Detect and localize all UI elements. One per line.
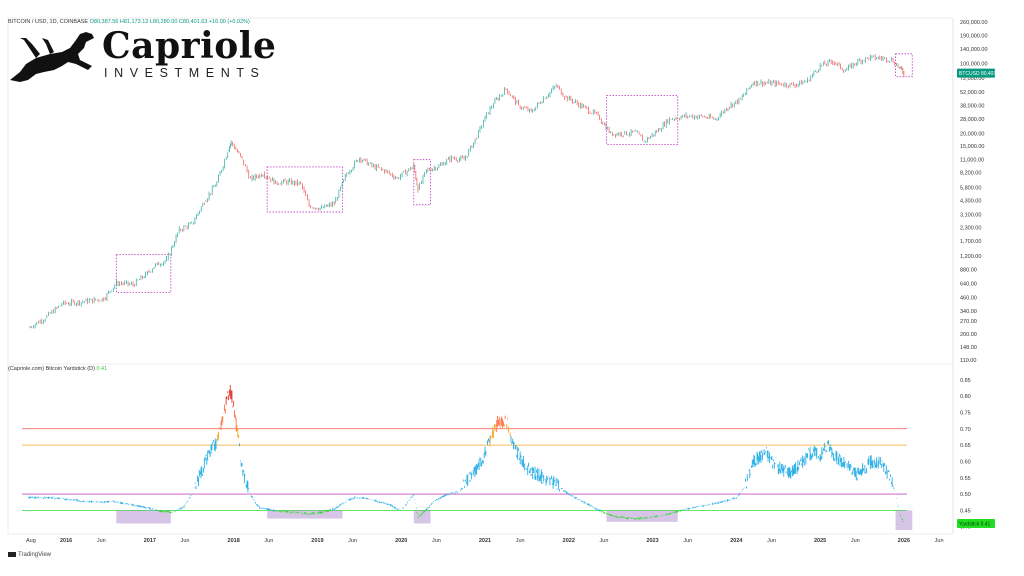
x-tick-label: Jun [97,538,106,544]
x-tick-label: 2022 [563,538,575,544]
x-tick-label: Jun [181,538,190,544]
x-tick-label: 2019 [311,538,323,544]
indicator-tick-label: 0.50 [960,492,971,498]
indicator-highlight-box [606,510,678,522]
price-tick-label: 5,800.00 [960,185,981,191]
price-candles [29,54,905,329]
horse-logo-icon [6,28,98,89]
price-tick-label: 38,000.00 [960,104,984,110]
x-tick-label: 2020 [395,538,407,544]
symbol-header: BITCOIN / USD, 1D, COINBASE O80,387.56 H… [8,19,250,25]
x-tick-label: Jun [264,538,273,544]
x-tick-label: 2025 [814,538,826,544]
x-tick-label: 2016 [60,538,72,544]
price-highlight-box [413,159,431,206]
price-tick-label: 460.00 [960,296,977,302]
price-tick-label: 72,000.00 [960,76,984,82]
indicator-highlight-box [895,510,913,530]
price-highlight-box [895,53,913,78]
indicator-tick-label: 0.45 [960,508,971,514]
x-tick-label: 2023 [646,538,658,544]
x-tick-label: 2021 [479,538,491,544]
indicator-tick-label: 0.75 [960,410,971,416]
yardstick-value-label: Yardstick 0.41 [959,521,991,527]
price-tick-label: 200.00 [960,332,977,338]
x-tick-label: Jun [683,538,692,544]
indicator-tick-label: 0.55 [960,476,971,482]
price-tick-label: 340.00 [960,309,977,315]
x-tick-label: Jun [600,538,609,544]
price-tick-label: 52,000.00 [960,90,984,96]
x-tick-label: 2026 [898,538,910,544]
symbol-label: BITCOIN / USD, 1D, COINBASE [8,19,89,25]
x-tick-label: Jun [767,538,776,544]
indicator-tick-label: 0.70 [960,427,971,433]
x-tick-label: Jun [851,538,860,544]
x-tick-label: 2017 [144,538,156,544]
price-highlight-box [115,254,172,293]
price-tick-label: 260,000.00 [960,20,988,26]
price-tick-label: 15,000.00 [960,144,984,150]
indicator-highlight-box [267,510,343,519]
price-tick-label: 1,700.00 [960,239,981,245]
price-tick-label: 270.00 [960,319,977,325]
last-price-label: BTCUSD 80,401.63 [959,71,1003,77]
yardstick-series [27,385,904,522]
indicator-header: (Capriole.com) Bitcoin Yardstick (D) 0.4… [8,366,107,372]
price-highlight-box [606,95,679,145]
indicator-last-value: 0.41 [96,366,108,372]
indicator-tick-label: 0.65 [960,443,971,449]
price-tick-label: 4,300.00 [960,198,981,204]
tradingview-icon [8,552,16,557]
ohlc-readout: O80,387.56 H81,173.12 L80,280.00 C80,401… [89,19,250,25]
price-tick-label: 3,100.00 [960,213,981,219]
x-tick-label: Aug [26,538,36,544]
indicator-tick-label: 0.80 [960,394,971,400]
x-tick-label: Jun [935,538,944,544]
price-tick-label: 190,000.00 [960,34,988,40]
x-tick-label: 2018 [228,538,240,544]
brand-logo: Capriole INVESTMENTS [102,26,276,80]
price-tick-label: 880.00 [960,268,977,274]
price-tick-label: 640.00 [960,281,977,287]
yardstick-value-badge [957,518,995,528]
indicator-highlight-box [413,510,431,524]
last-price-badge [957,68,995,78]
price-tick-label: 20,000.00 [960,132,984,138]
price-tick-label: 110.00 [960,358,976,364]
x-tick-label: Jun [348,538,357,544]
indicator-title: (Capriole.com) Bitcoin Yardstick (D) [8,366,95,372]
indicator-tick-label: 0.60 [960,459,971,465]
price-tick-label: 8,200.00 [960,170,981,176]
price-tick-label: 1,200.00 [960,254,981,260]
x-tick-label: 2024 [730,538,743,544]
price-tick-label: 140,000.00 [960,47,988,53]
x-tick-label: Jun [516,538,525,544]
price-tick-label: 148.00 [960,345,977,351]
price-tick-label: 100,000.00 [960,62,988,68]
price-tick-label: 28,000.00 [960,117,984,123]
indicator-highlight-box [116,510,171,524]
indicator-tick-label: 0.85 [960,378,971,384]
price-tick-label: 2,300.00 [960,226,981,232]
brand-name: Capriole [102,25,277,67]
price-tick-label: 11,000.00 [960,158,984,164]
brand-subtitle: INVESTMENTS [104,66,266,80]
tradingview-footer: TradingView [8,552,51,558]
x-tick-label: Jun [432,538,441,544]
footer-source: TradingView [18,552,52,559]
